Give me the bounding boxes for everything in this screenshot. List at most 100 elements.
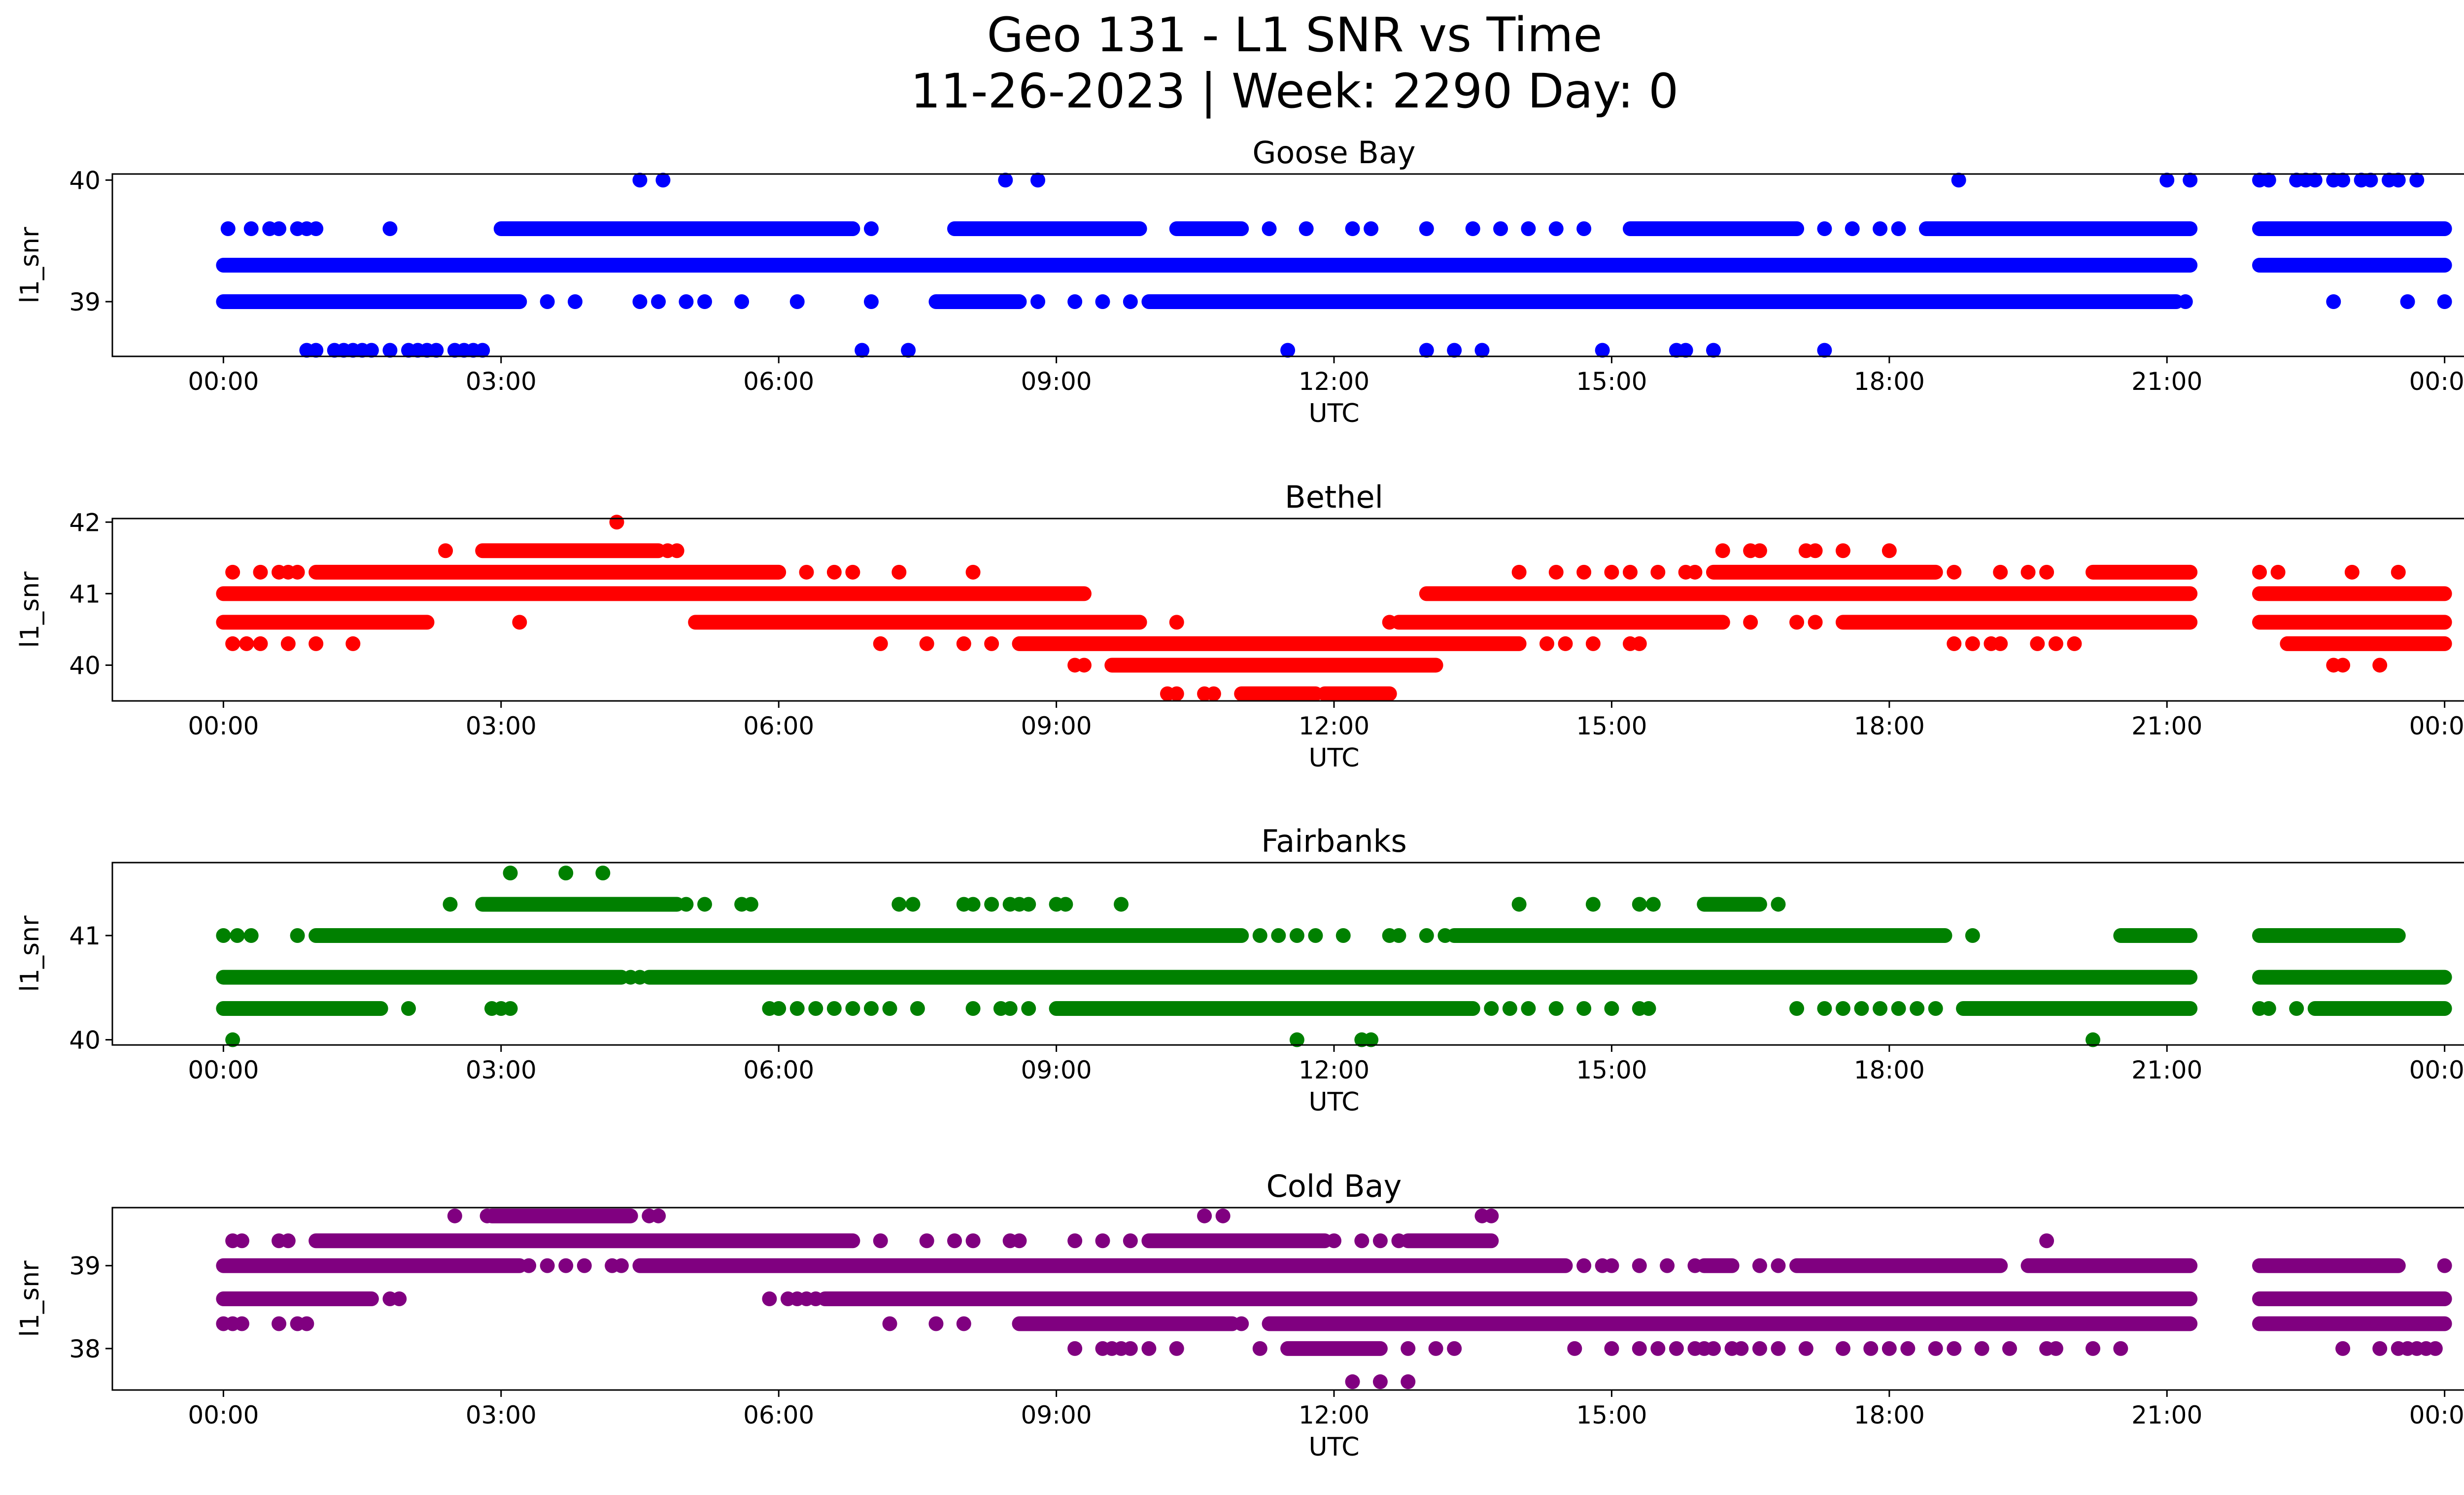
cold-bay-point: [1234, 1316, 1249, 1331]
cold-bay-point: [234, 1233, 249, 1249]
fairbanks-point: [679, 897, 694, 912]
cold-bay-point: [1012, 1233, 1027, 1249]
cold-bay-point: [1095, 1233, 1110, 1249]
bethel-point: [225, 636, 240, 651]
cold-bay-point: [1576, 1258, 1592, 1273]
goose-bay-point: [568, 294, 583, 309]
goose-bay-point: [863, 294, 879, 309]
bethel-point: [984, 636, 999, 651]
bethel-point: [1548, 564, 1564, 580]
goose-bay-point: [2400, 294, 2415, 309]
bethel-points: [216, 515, 2452, 701]
cold-bay-point: [558, 1258, 574, 1273]
goose-bay-point: [2391, 173, 2406, 188]
fairbanks-point: [290, 928, 305, 943]
goose-bay-xtick-label: 00:00: [2409, 367, 2464, 396]
cold-bay-point: [651, 1208, 666, 1223]
goose-bay-point: [429, 343, 444, 358]
subplot-cold-bay: Cold Bay 00:00 03:00 06:00 09:00 12:00 15:00 18…: [15, 1168, 2464, 1462]
cold-bay-point: [2085, 1341, 2100, 1356]
fairbanks-point: [1891, 1001, 1906, 1016]
bethel-point: [2048, 636, 2063, 651]
bethel-point: [1715, 543, 1730, 558]
fairbanks-point: [1308, 928, 1323, 943]
cold-bay-point: [299, 1316, 314, 1331]
goose-bay-point: [1678, 343, 1693, 358]
cold-bay-xtick-label: 21:00: [2131, 1401, 2202, 1429]
fairbanks-point: [1585, 897, 1601, 912]
fairbanks-point: [503, 1001, 518, 1016]
goose-bay-point: [1067, 294, 1083, 309]
cold-bay-point: [947, 1233, 962, 1249]
bethel-title: Bethel: [1285, 479, 1383, 515]
cold-bay-level-38-6: [216, 1291, 2452, 1306]
fairbanks-point: [2289, 1001, 2304, 1016]
goose-bay-point: [855, 343, 870, 358]
goose-bay-point: [2178, 294, 2193, 309]
goose-bay-point: [1030, 294, 1046, 309]
subplot-bethel: Bethel 00:00 03:00 06:00 09:00 12:00 15:00 18:0…: [15, 479, 2464, 773]
goose-bay-point: [1447, 343, 1462, 358]
cold-bay-point: [919, 1233, 934, 1249]
bethel-level-39-6: [1160, 686, 1397, 701]
fairbanks-point: [1252, 928, 1267, 943]
cold-bay-point: [2372, 1341, 2388, 1356]
bethel-xtick-label: 03:00: [466, 712, 537, 740]
goose-bay-point: [1595, 343, 1610, 358]
bethel-point: [2270, 564, 2286, 580]
fairbanks-point: [1511, 897, 1527, 912]
cold-bay-point: [2048, 1341, 2063, 1356]
goose-bay-title: Goose Bay: [1252, 135, 1415, 171]
cold-bay-point: [1123, 1341, 1138, 1356]
fairbanks-point: [826, 1001, 842, 1016]
goose-bay-ytick-label: 39: [69, 288, 101, 316]
cold-bay-ytick-label: 38: [69, 1335, 101, 1363]
cold-bay-point: [1401, 1374, 1416, 1390]
goose-bay-point: [1030, 173, 1046, 188]
fairbanks-point: [1548, 1001, 1564, 1016]
goose-bay-xtick-label: 03:00: [466, 367, 537, 396]
bethel-point: [308, 636, 324, 651]
fairbanks-point: [1521, 1001, 1536, 1016]
goose-bay-point: [475, 343, 490, 358]
goose-bay-point: [220, 221, 236, 236]
goose-bay-point: [651, 294, 666, 309]
fairbanks-point: [1632, 897, 1647, 912]
bethel-point: [225, 564, 240, 580]
goose-bay-xtick-label: 21:00: [2131, 367, 2202, 396]
cold-bay-point: [1141, 1341, 1157, 1356]
bethel-point: [1382, 615, 1397, 630]
fairbanks-point: [1771, 897, 1786, 912]
fairbanks-point: [965, 897, 981, 912]
bethel-axes-frame: [111, 518, 2464, 702]
bethel-ytick-label: 40: [69, 651, 101, 680]
cold-bay-level-38: [1067, 1341, 2443, 1356]
bethel-xlabel: UTC: [1308, 743, 1359, 773]
cold-bay-point: [1771, 1341, 1786, 1356]
cold-bay-point: [1882, 1341, 1897, 1356]
fairbanks-point: [1335, 928, 1351, 943]
bethel-level-41-6: [438, 543, 1897, 558]
fairbanks-point: [1910, 1001, 1925, 1016]
cold-bay-point: [1771, 1258, 1786, 1273]
goose-bay-level-39-6: [220, 221, 2452, 236]
bethel-point: [1622, 564, 1638, 580]
fairbanks-ytick-label: 41: [69, 922, 101, 950]
bethel-point: [438, 543, 453, 558]
cold-bay-level-39-6: [447, 1208, 1499, 1223]
goose-bay-point: [1345, 221, 1360, 236]
bethel-point: [1687, 564, 1703, 580]
bethel-xtick-label: 12:00: [1299, 712, 1369, 740]
fairbanks-point: [2261, 1001, 2276, 1016]
bethel-point: [2067, 636, 2082, 651]
cold-bay-point: [1604, 1341, 1619, 1356]
cold-bay-point: [1706, 1341, 1721, 1356]
fairbanks-point: [1271, 928, 1286, 943]
bethel-point: [1993, 564, 2008, 580]
bethel-point: [1808, 543, 1823, 558]
goose-bay-point: [1548, 221, 1564, 236]
cold-bay-ylabel: l1_snr: [15, 1260, 45, 1337]
bethel-point: [919, 636, 934, 651]
cold-bay-point: [234, 1316, 249, 1331]
fairbanks-point: [1289, 928, 1304, 943]
